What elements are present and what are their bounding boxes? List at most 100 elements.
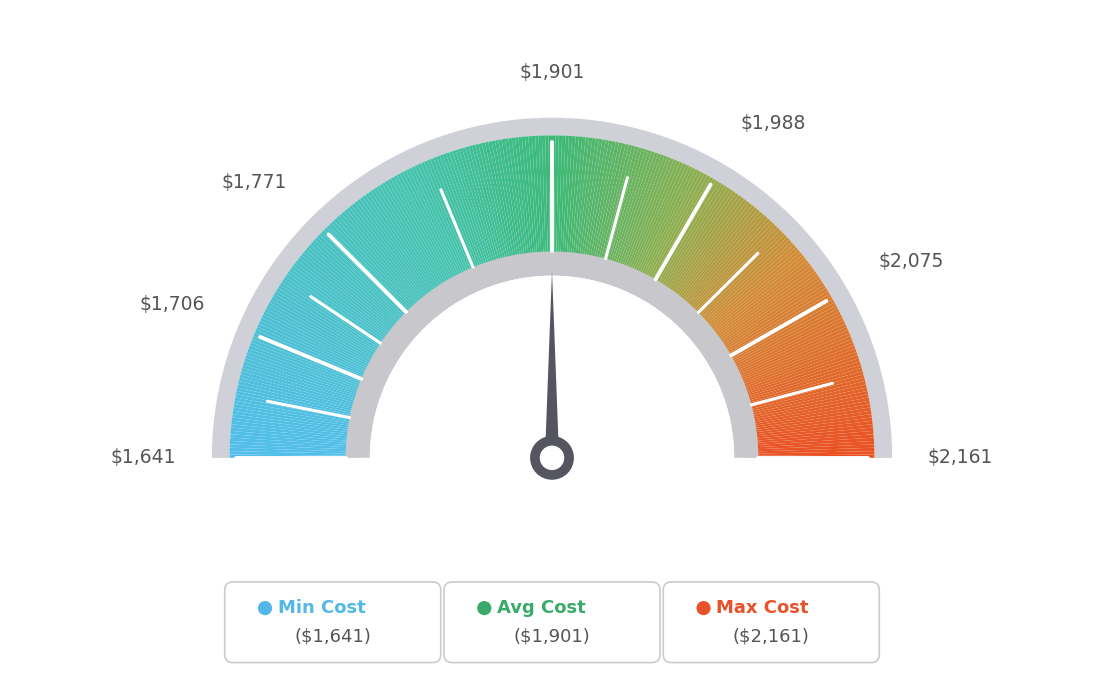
Wedge shape <box>669 201 750 305</box>
Wedge shape <box>701 253 803 336</box>
Wedge shape <box>734 348 857 394</box>
Wedge shape <box>341 212 427 311</box>
Wedge shape <box>660 191 736 299</box>
Wedge shape <box>572 137 590 266</box>
Wedge shape <box>745 444 874 452</box>
Wedge shape <box>714 282 825 354</box>
Wedge shape <box>505 139 526 266</box>
Text: $1,771: $1,771 <box>221 173 286 193</box>
Wedge shape <box>262 315 379 374</box>
Wedge shape <box>230 444 359 452</box>
Wedge shape <box>297 257 401 339</box>
Wedge shape <box>511 137 530 266</box>
Wedge shape <box>403 170 464 286</box>
Wedge shape <box>491 141 518 268</box>
Wedge shape <box>560 136 569 265</box>
Wedge shape <box>649 179 716 291</box>
Wedge shape <box>743 407 871 430</box>
Wedge shape <box>710 271 817 348</box>
Wedge shape <box>629 162 683 281</box>
Wedge shape <box>405 169 466 286</box>
Wedge shape <box>688 228 781 321</box>
Wedge shape <box>349 205 432 308</box>
Wedge shape <box>247 348 370 394</box>
Wedge shape <box>431 158 480 279</box>
Wedge shape <box>380 184 450 295</box>
Wedge shape <box>740 381 866 414</box>
Wedge shape <box>736 362 861 402</box>
Wedge shape <box>722 306 838 368</box>
Wedge shape <box>616 153 661 276</box>
Wedge shape <box>598 145 633 270</box>
Wedge shape <box>608 149 648 273</box>
Wedge shape <box>465 146 502 272</box>
Wedge shape <box>242 368 367 406</box>
Wedge shape <box>241 371 365 408</box>
Wedge shape <box>232 417 360 435</box>
Wedge shape <box>684 223 775 318</box>
Wedge shape <box>601 146 636 271</box>
Wedge shape <box>237 384 363 415</box>
Wedge shape <box>240 375 365 410</box>
Wedge shape <box>382 182 452 293</box>
Wedge shape <box>365 193 442 300</box>
Wedge shape <box>735 355 859 398</box>
Circle shape <box>477 601 491 615</box>
Text: $1,641: $1,641 <box>110 448 177 467</box>
Wedge shape <box>739 375 864 410</box>
Wedge shape <box>234 401 362 426</box>
Wedge shape <box>624 158 673 279</box>
Wedge shape <box>463 147 500 272</box>
Wedge shape <box>640 170 701 286</box>
Wedge shape <box>446 152 490 275</box>
Wedge shape <box>254 333 373 385</box>
Wedge shape <box>742 397 869 424</box>
Wedge shape <box>248 346 371 393</box>
Wedge shape <box>236 388 363 417</box>
Wedge shape <box>582 139 606 267</box>
Wedge shape <box>545 135 550 264</box>
Wedge shape <box>485 141 513 268</box>
Wedge shape <box>347 207 431 309</box>
Text: $2,075: $2,075 <box>878 253 944 271</box>
FancyBboxPatch shape <box>444 582 660 662</box>
Wedge shape <box>282 279 391 353</box>
Wedge shape <box>319 233 414 324</box>
Wedge shape <box>570 137 586 266</box>
Wedge shape <box>498 139 522 267</box>
Wedge shape <box>495 140 520 268</box>
Wedge shape <box>744 417 872 435</box>
Wedge shape <box>588 141 616 268</box>
Wedge shape <box>559 135 565 264</box>
Wedge shape <box>644 174 708 288</box>
Wedge shape <box>725 315 842 374</box>
Wedge shape <box>742 394 869 422</box>
Wedge shape <box>306 247 405 333</box>
Wedge shape <box>529 136 540 265</box>
Wedge shape <box>722 302 836 366</box>
Wedge shape <box>385 180 454 293</box>
Wedge shape <box>679 214 765 313</box>
Wedge shape <box>743 411 871 432</box>
Wedge shape <box>339 214 425 313</box>
Wedge shape <box>667 199 747 304</box>
Wedge shape <box>556 135 562 264</box>
Wedge shape <box>569 137 582 265</box>
Wedge shape <box>744 424 873 440</box>
Wedge shape <box>289 268 395 346</box>
Wedge shape <box>680 216 767 314</box>
Wedge shape <box>584 140 609 268</box>
Text: ($1,641): ($1,641) <box>295 627 371 645</box>
Wedge shape <box>285 274 393 349</box>
Wedge shape <box>703 257 807 339</box>
Wedge shape <box>745 451 874 456</box>
Wedge shape <box>745 441 874 450</box>
Wedge shape <box>535 136 544 265</box>
Text: $2,161: $2,161 <box>927 448 992 467</box>
Wedge shape <box>456 149 496 273</box>
Wedge shape <box>721 299 835 364</box>
Wedge shape <box>539 135 545 264</box>
Wedge shape <box>612 151 655 275</box>
Wedge shape <box>312 239 410 328</box>
Wedge shape <box>236 391 363 420</box>
